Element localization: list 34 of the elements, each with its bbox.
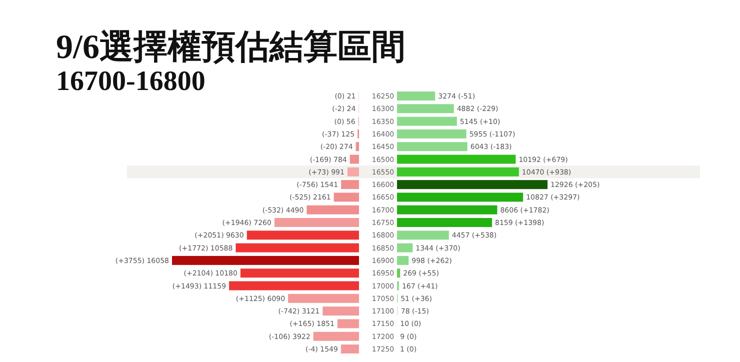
bar: [397, 205, 498, 214]
bar: [397, 230, 449, 240]
bar: [172, 256, 359, 265]
bar: [397, 268, 400, 278]
bar: [306, 205, 359, 214]
bar: [356, 142, 359, 152]
bar: [340, 344, 359, 354]
bar: [397, 154, 516, 164]
bar: [246, 230, 359, 240]
bar: [322, 306, 359, 316]
bar: [397, 218, 492, 227]
bar: [288, 294, 359, 303]
bar: [397, 243, 413, 252]
bar: [397, 256, 409, 265]
bar: [397, 129, 466, 138]
bar: [274, 218, 359, 227]
bar: [397, 104, 454, 114]
bar: [397, 180, 548, 190]
bar: [341, 180, 359, 190]
bar: [350, 154, 359, 164]
bar: [229, 281, 359, 290]
bar: [397, 167, 519, 176]
bar: [313, 332, 359, 341]
bar: [236, 243, 359, 252]
bar: [337, 319, 359, 328]
bar: [397, 92, 436, 100]
bar: [347, 167, 359, 176]
bar: [397, 142, 468, 152]
bar: [397, 192, 524, 202]
bar: [334, 192, 359, 202]
chart-subtitle: 16700-16800: [56, 66, 206, 97]
chart-title: 9/6選擇權預估結算區間: [56, 29, 406, 66]
bar: [397, 116, 457, 126]
bar: [240, 268, 359, 278]
